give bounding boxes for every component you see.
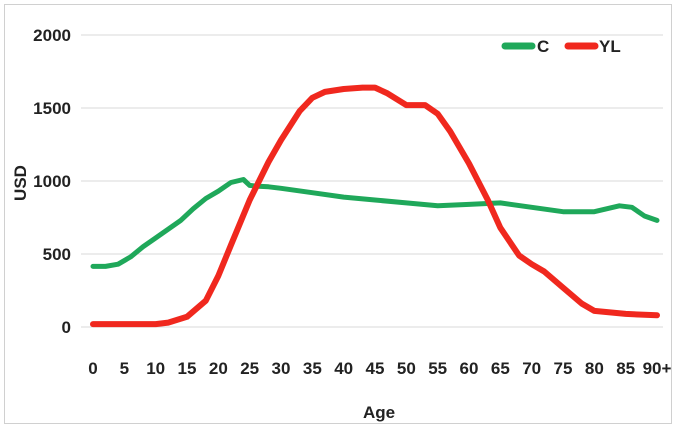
legend: C YL: [501, 37, 621, 56]
x-tick-label: 10: [146, 359, 165, 378]
x-tick-label: 50: [397, 359, 416, 378]
series-line-c: [90, 177, 660, 269]
x-tick-label: 35: [303, 359, 322, 378]
x-tick-label: 85: [616, 359, 635, 378]
x-tick-label: 70: [522, 359, 541, 378]
y-tick-label: 2000: [33, 26, 71, 45]
x-tick-label: 25: [240, 359, 259, 378]
x-tick-label: 5: [120, 359, 129, 378]
x-tick-label: 40: [334, 359, 353, 378]
series-line-yl: [90, 84, 660, 328]
x-tick-label: 75: [554, 359, 573, 378]
x-tick-label: 45: [366, 359, 385, 378]
y-tick-label: 1000: [33, 172, 71, 191]
x-tick-label: 30: [272, 359, 291, 378]
legend-label-yl: YL: [599, 37, 621, 56]
x-tick-label: 15: [178, 359, 197, 378]
chart-frame: 0 500 1000 1500 2000 0 5 10 15 20 25 30 35 40 45 50 55 6…: [4, 4, 672, 424]
x-tick-label: 65: [491, 359, 510, 378]
y-tick-label: 500: [43, 245, 71, 264]
y-tick-label: 1500: [33, 99, 71, 118]
series-lines: [90, 84, 660, 328]
x-tick-label: 90+: [643, 359, 672, 378]
y-axis-title: USD: [11, 165, 30, 201]
x-axis-ticks: 0 5 10 15 20 25 30 35 40 45 50 55 60 65 70 75 80 85 90+: [88, 359, 671, 378]
x-axis-title: Age: [363, 403, 395, 422]
x-tick-label: 20: [209, 359, 228, 378]
gridlines: [81, 34, 663, 328]
x-tick-label: 0: [88, 359, 97, 378]
x-tick-label: 80: [585, 359, 604, 378]
line-chart: 0 500 1000 1500 2000 0 5 10 15 20 25 30 35 40 45 50 55 6…: [11, 26, 671, 422]
y-tick-label: 0: [62, 318, 71, 337]
y-axis-ticks: 0 500 1000 1500 2000: [33, 26, 71, 337]
x-tick-label: 60: [460, 359, 479, 378]
legend-label-c: C: [537, 37, 549, 56]
x-tick-label: 55: [428, 359, 447, 378]
